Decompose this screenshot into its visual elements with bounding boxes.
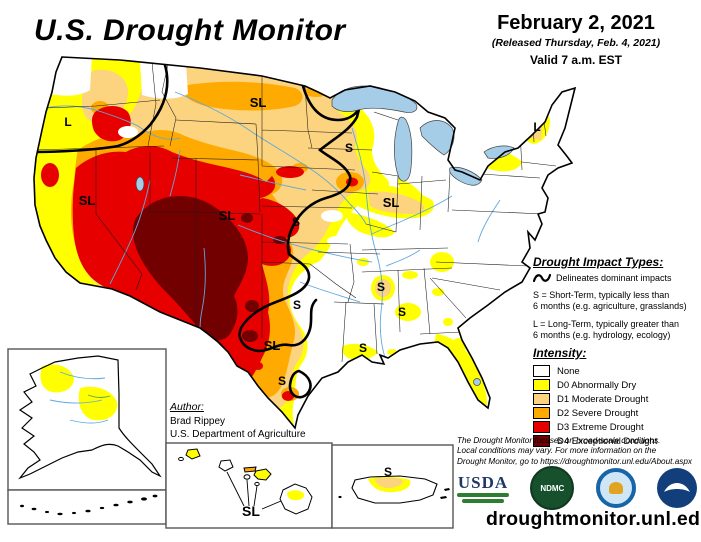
- short-term-line2: 6 months (e.g. agriculture, grasslands): [533, 301, 687, 312]
- impact-label-sl: SL: [264, 338, 281, 353]
- impact-label-s: S: [384, 465, 392, 479]
- intensity-label: D2 Severe Drought: [557, 407, 639, 419]
- commerce-eagle-icon: [608, 482, 623, 494]
- noaa-bird-icon: [663, 483, 690, 492]
- valid-time: Valid 7 a.m. EST: [529, 53, 623, 67]
- impact-types-heading: Drought Impact Types:: [533, 255, 664, 269]
- lanai: [243, 474, 251, 480]
- intensity-swatch: [533, 407, 550, 419]
- impact-types-legend: Drought Impact Types: Delineates dominan…: [533, 255, 701, 341]
- impact-label-s: S: [278, 374, 286, 388]
- intensity-row: D0 Abnormally Dry: [533, 379, 701, 391]
- intensity-label: D0 Abnormally Dry: [557, 379, 637, 391]
- intensity-label: D1 Moderate Drought: [557, 393, 649, 405]
- impact-label-l: L: [533, 120, 540, 134]
- intensity-swatch: [533, 421, 550, 433]
- oahu: [218, 459, 234, 472]
- intensity-label: None: [557, 365, 580, 377]
- impact-label-s: S: [359, 341, 367, 355]
- alaska-rivers: [49, 371, 109, 424]
- impact-label-l: L: [64, 115, 71, 129]
- molokai: [243, 466, 257, 473]
- map-date: February 2, 2021: [497, 12, 655, 34]
- impact-label-s: S: [398, 305, 406, 319]
- big-island-drought: [287, 490, 305, 501]
- intensity-swatch: [533, 379, 550, 391]
- kauai: [185, 448, 201, 460]
- delineates-label: Delineates dominant impacts: [556, 273, 672, 284]
- ndmc-logo: NDMC: [530, 466, 575, 510]
- author-block: Author: Brad Rippey U.S. Department of A…: [170, 401, 306, 441]
- ndmc-logo-text: NDMC: [540, 483, 565, 493]
- author-heading: Author:: [170, 401, 204, 413]
- author-org: U.S. Department of Agriculture: [170, 428, 306, 440]
- puerto-rico-inset: [331, 444, 454, 529]
- puerto-rico-drought-d1: [375, 477, 403, 488]
- long-term-line1: L = Long-Term, typically greater than: [533, 318, 679, 329]
- disclaimer-line: Local conditions may vary. For more info…: [457, 446, 657, 456]
- impact-label-s: S: [293, 298, 301, 312]
- pr-small-islands: [338, 488, 450, 499]
- intensity-row: D3 Extreme Drought: [533, 421, 701, 433]
- puerto-rico-outline: [351, 475, 438, 504]
- impact-label-s: S: [345, 141, 353, 155]
- intensity-swatch: [533, 365, 550, 377]
- impact-label-s: S: [377, 280, 385, 294]
- niihau: [178, 456, 184, 462]
- logo-row: USDA NDMC: [457, 466, 697, 510]
- impact-label-sl: SL: [79, 193, 96, 208]
- maui: [253, 468, 272, 481]
- long-term-line2: 6 months (e.g. hydrology, ecology): [533, 329, 671, 340]
- impact-label-sl: SL: [250, 95, 267, 110]
- alaska-inset: [7, 348, 167, 525]
- intensity-row: None: [533, 365, 701, 377]
- intensity-swatch: [533, 393, 550, 405]
- impact-delineation-lines: [34, 63, 361, 399]
- intensity-row: D1 Moderate Drought: [533, 393, 701, 405]
- intensity-row: D4 Exceptional Drought: [533, 435, 701, 447]
- usda-logo-bar: [457, 492, 509, 497]
- great-lakes: [135, 85, 515, 386]
- short-term-line1: S = Short-Term, typically less than: [533, 290, 670, 300]
- impact-label-sl: SL: [219, 208, 236, 223]
- intensity-swatch: [533, 435, 550, 447]
- commerce-dept-logo: [595, 468, 636, 508]
- intensity-label: D3 Extreme Drought: [557, 421, 644, 433]
- released-date: (Released Thursday, Feb. 4, 2021): [491, 37, 661, 49]
- intensity-legend: Intensity: None D0 Abnormally Dry D1 Moder…: [533, 346, 701, 449]
- rivers: [45, 91, 501, 359]
- impact-label-s: S: [292, 215, 300, 229]
- delineation-squiggle-icon: [533, 273, 551, 283]
- usda-logo-text: USDA: [457, 472, 509, 492]
- disclaimer-line: The Drought Monitor focuses on broad-sca…: [457, 436, 661, 445]
- page-title: U.S. Drought Monitor: [34, 14, 346, 47]
- noaa-logo: [656, 468, 697, 508]
- alaska-outline: [18, 355, 162, 480]
- usda-logo: USDA: [457, 474, 509, 503]
- alaska-river-green: [87, 394, 111, 398]
- conus-outline: [33, 56, 577, 430]
- alaska-drought: [40, 364, 118, 421]
- disclaimer-line: Drought Monitor, go to https://droughtmo…: [457, 456, 693, 466]
- intensity-heading: Intensity:: [533, 346, 587, 360]
- kahoolawe: [254, 481, 260, 487]
- impact-label-sl: SL: [242, 503, 260, 519]
- aleutian-islands: [20, 494, 158, 516]
- usda-logo-bar2: [462, 498, 504, 503]
- intensity-label: D4 Exceptional Drought: [557, 435, 658, 447]
- date-block: February 2, 2021 (Released Thursday, Feb…: [462, 12, 690, 67]
- intensity-row: D2 Severe Drought: [533, 407, 701, 419]
- footer-url-link[interactable]: droughtmonitor.unl.edu: [486, 508, 701, 530]
- impact-label-sl: SL: [383, 195, 400, 210]
- hawaii-pointer-lines: [226, 471, 282, 510]
- author-name: Brad Rippey: [170, 415, 226, 427]
- intensity-rows: None D0 Abnormally Dry D1 Moderate Drought…: [533, 365, 701, 447]
- disclaimer-text: The Drought Monitor focuses on broad-sca…: [457, 436, 701, 467]
